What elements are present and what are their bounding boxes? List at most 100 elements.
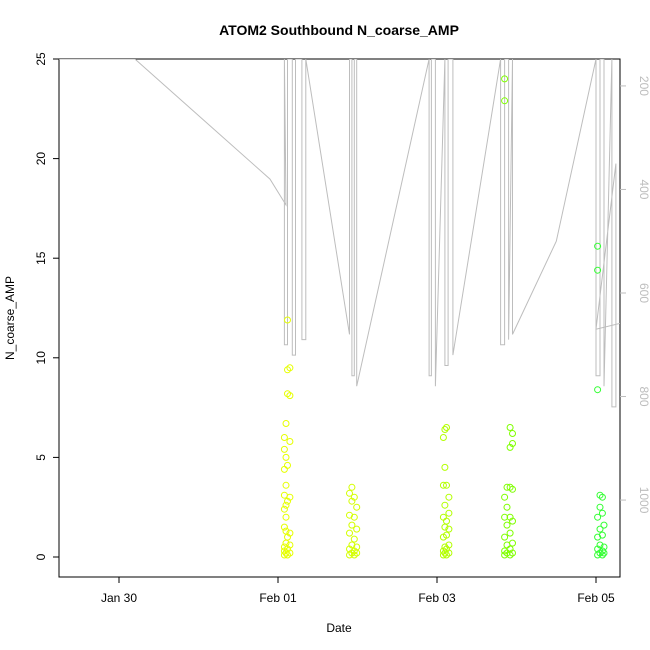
data-point: [506, 424, 514, 431]
secondary-y-axis: 200 400 600 800 1000: [620, 76, 650, 514]
data-point: [439, 513, 447, 521]
x-tick-label: Feb 05: [577, 591, 615, 605]
data-point: [282, 420, 290, 427]
data-point: [443, 531, 450, 539]
data-point: [353, 503, 361, 511]
y-tick-label: 10: [34, 351, 48, 365]
data-point: [594, 386, 602, 394]
data-point: [348, 483, 356, 491]
data-point: [346, 489, 353, 497]
data-point: [280, 465, 288, 473]
data-point: [509, 430, 516, 437]
data-point: [503, 503, 511, 511]
data-point: [350, 513, 358, 521]
data-point: [439, 434, 447, 441]
y2-tick-label: 600: [637, 283, 650, 303]
data-point: [350, 493, 358, 501]
data-point: [596, 525, 604, 533]
y-tick-label: 5: [34, 454, 48, 461]
data-point: [600, 543, 608, 551]
data-point: [282, 549, 290, 557]
data-point: [509, 485, 516, 493]
data-point: [286, 541, 294, 549]
data-point: [441, 543, 449, 551]
depth-trace-line: [59, 59, 620, 408]
data-point: [596, 503, 604, 511]
data-point: [445, 549, 453, 557]
data-point: [282, 513, 290, 521]
data-point: [353, 525, 361, 533]
data-point: [286, 392, 294, 400]
data-point: [284, 316, 291, 324]
data-point: [286, 529, 294, 537]
x-tick-label: Jan 30: [101, 591, 137, 605]
y-tick-label: 20: [34, 152, 48, 166]
data-point: [598, 493, 606, 501]
y-tick-label: 15: [34, 251, 48, 265]
data-point: [501, 493, 509, 501]
data-point: [501, 533, 509, 541]
data-point: [509, 539, 516, 547]
data-point: [280, 505, 288, 513]
y2-tick-label: 200: [637, 76, 650, 96]
y-tick-label: 0: [34, 553, 48, 560]
data-point: [441, 463, 449, 471]
chart-title: ATOM2 Southbound N_coarse_AMP: [219, 22, 459, 38]
data-point: [443, 481, 450, 489]
data-point: [346, 529, 353, 537]
data-point: [594, 513, 602, 521]
data-point: [284, 461, 291, 469]
data-point: [598, 531, 606, 539]
x-tick-label: Feb 03: [418, 591, 456, 605]
data-point: [443, 424, 450, 431]
data-point: [445, 493, 453, 501]
data-point: [600, 521, 608, 529]
y2-tick-label: 1000: [637, 487, 650, 514]
data-point: [439, 481, 447, 489]
y-tick-label: 25: [34, 52, 48, 66]
data-point: [443, 517, 450, 525]
data-point: [509, 549, 516, 557]
data-point: [286, 493, 294, 501]
data-point: [509, 517, 516, 525]
data-point: [350, 535, 358, 543]
data-point: [280, 445, 288, 453]
data-point: [282, 453, 290, 461]
x-tick-label: Feb 01: [259, 591, 297, 605]
y-axis-title: N_coarse_AMP: [3, 276, 17, 360]
data-point: [501, 97, 509, 105]
data-point: [348, 521, 356, 529]
data-point: [286, 438, 294, 445]
points-group: [280, 75, 608, 559]
data-point: [596, 541, 604, 549]
data-point: [445, 541, 453, 549]
data-point: [280, 523, 288, 531]
data-point: [598, 509, 606, 517]
data-point: [441, 501, 449, 509]
y2-tick-label: 400: [637, 179, 650, 199]
data-point: [598, 551, 606, 559]
data-point: [445, 509, 453, 517]
data-point: [282, 481, 290, 489]
data-point: [286, 364, 294, 372]
data-point: [594, 266, 602, 274]
data-point: [598, 547, 606, 555]
data-point: [441, 426, 449, 433]
data-point: [445, 525, 453, 533]
data-point: [286, 549, 294, 557]
x-axis-title: Date: [326, 621, 352, 635]
y2-tick-label: 800: [637, 387, 650, 407]
data-point: [280, 434, 288, 441]
y-axis: 0 5 10 15 20 25: [34, 52, 59, 560]
data-point: [506, 529, 514, 537]
depth-trace-group: [59, 59, 620, 408]
plot-frame: [58, 58, 621, 578]
data-point: [594, 242, 602, 250]
data-point: [282, 501, 290, 509]
data-point: [501, 75, 509, 83]
data-point: [353, 543, 361, 551]
data-point: [503, 521, 511, 529]
data-point: [509, 440, 516, 447]
